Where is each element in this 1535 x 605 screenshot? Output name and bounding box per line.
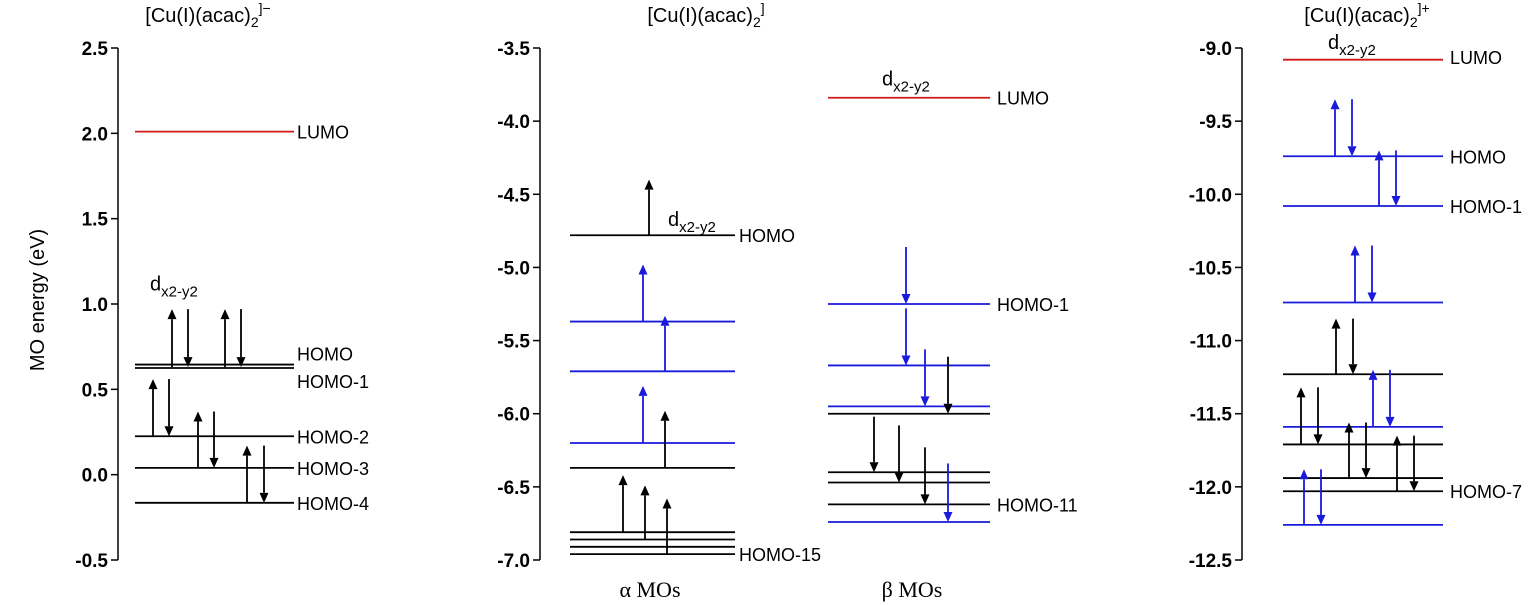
orbital-label: HOMO	[1450, 147, 1506, 167]
spin-down-arrow	[1367, 245, 1377, 303]
d-orbital-label: dx2-y2	[150, 274, 198, 301]
orbital-label: HOMO-1	[297, 372, 369, 392]
spin-down-arrow	[943, 356, 953, 414]
spin-down-arrow	[869, 416, 879, 473]
y-tick-label: -4.5	[497, 185, 530, 206]
orbital-label: HOMO	[297, 344, 353, 364]
spin-down-arrow	[1348, 318, 1358, 375]
spin-up-arrow	[167, 309, 177, 368]
spin-down-arrow	[894, 425, 904, 483]
spin-up-arrow	[640, 485, 650, 540]
orbital-label: LUMO	[297, 123, 349, 143]
orbital-label: LUMO	[997, 89, 1049, 109]
panel-title: [Cu(I)(acac)2]	[647, 0, 764, 30]
spin-down-arrow	[236, 309, 246, 368]
spin-down-arrow	[1409, 435, 1419, 492]
spin-up-arrow	[1331, 318, 1341, 375]
y-tick-label: 1.0	[82, 295, 108, 316]
y-tick-label: 1.5	[82, 210, 109, 231]
orbital-label: LUMO	[1450, 48, 1502, 68]
d-orbital-label: dx2-y2	[668, 209, 716, 236]
y-tick-label: 0.5	[82, 380, 109, 401]
spin-down-arrow	[920, 447, 930, 505]
spin-up-arrow	[618, 475, 628, 533]
spin-down-arrow	[209, 411, 219, 468]
spin-down-arrow	[164, 379, 174, 437]
orbital-label: HOMO-15	[739, 545, 821, 565]
y-tick-label: -4.0	[497, 112, 530, 133]
y-tick-label: -9.0	[1199, 39, 1232, 60]
y-tick-label: -6.5	[497, 478, 530, 499]
y-tick-label: -10.0	[1189, 185, 1232, 206]
orbital-label: HOMO-11	[997, 495, 1078, 515]
y-tick-label: -5.0	[497, 258, 530, 279]
y-axis-label: MO energy (eV)	[27, 229, 49, 371]
spin-up-arrow	[1392, 435, 1402, 492]
d-orbital-label: dx2-y2	[882, 69, 930, 96]
panel-title: [Cu(I)(acac)2]+	[1304, 0, 1429, 30]
spin-up-arrow	[1296, 387, 1306, 445]
y-tick-label: -11.5	[1190, 405, 1233, 426]
spin-down-arrow	[943, 463, 953, 522]
y-tick-label: -3.5	[497, 39, 530, 60]
spin-down-arrow	[1385, 369, 1395, 427]
orbital-label: HOMO	[739, 226, 795, 246]
alpha-column-heading: α MOs	[619, 577, 680, 602]
orbital-label: HOMO-3	[297, 459, 369, 479]
orbital-label: HOMO-1	[997, 295, 1069, 315]
y-tick-label: 2.0	[82, 124, 108, 145]
spin-up-arrow	[660, 315, 670, 372]
y-tick-label: -0.5	[75, 551, 108, 572]
y-tick-label: -5.5	[497, 332, 530, 353]
spin-down-arrow	[183, 309, 193, 368]
y-tick-label: -10.5	[1189, 258, 1233, 279]
panel-1: [Cu(I)(acac)2]− 2.5 2.0 1.5 1.0 0.5 0.0 -0.5 LUM…	[75, 0, 369, 572]
spin-up-arrow	[638, 264, 648, 322]
panels: [Cu(I)(acac)2]− 2.5 2.0 1.5 1.0 0.5 0.0 -0.5 LUM…	[75, 0, 1522, 602]
beta-column-heading: β MOs	[882, 577, 943, 602]
spin-down-arrow	[901, 308, 911, 366]
y-tick-label: -12.0	[1189, 478, 1232, 499]
y-tick-label: -7.0	[497, 551, 530, 572]
spin-up-arrow	[1344, 422, 1354, 479]
y-tick-label: 0.0	[82, 466, 108, 487]
orbital-label: HOMO-1	[1450, 197, 1522, 217]
orbital-label: HOMO-4	[297, 494, 369, 514]
panel-3: [Cu(I)(acac)2]+ -9.0 -9.5 -10.0 -10.5 -11.0 -1…	[1189, 0, 1522, 572]
spin-up-arrow	[242, 445, 252, 503]
spin-up-arrow	[193, 411, 203, 468]
spin-up-arrow	[644, 179, 654, 236]
spin-down-arrow	[901, 246, 911, 304]
d-orbital-label: dx2-y2	[1328, 32, 1376, 59]
spin-up-arrow	[662, 498, 672, 555]
orbital-label: HOMO-2	[297, 427, 369, 447]
spin-down-arrow	[1316, 469, 1326, 525]
spin-down-arrow	[1361, 422, 1371, 479]
spin-down-arrow	[1391, 150, 1401, 206]
spin-up-arrow	[1330, 99, 1340, 157]
spin-down-arrow	[920, 349, 930, 407]
spin-up-arrow	[1299, 469, 1309, 525]
panel-title: [Cu(I)(acac)2]−	[145, 0, 270, 30]
spin-up-arrow	[1374, 150, 1384, 206]
y-tick-label: -6.0	[497, 405, 530, 426]
spin-up-arrow	[638, 385, 648, 443]
y-tick-label: -11.0	[1190, 332, 1232, 353]
spin-down-arrow	[259, 445, 269, 503]
spin-up-arrow	[220, 309, 230, 368]
spin-up-arrow	[1350, 245, 1360, 303]
panel-2: [Cu(I)(acac)2] -3.5 -4.0 -4.5 -5.0 -5.5 -6.0 -6…	[497, 0, 1077, 602]
spin-up-arrow	[1368, 369, 1378, 427]
y-tick-label: -12.5	[1189, 551, 1233, 572]
spin-up-arrow	[148, 379, 158, 437]
y-tick-label: 2.5	[82, 39, 109, 60]
spin-down-arrow	[1313, 387, 1323, 445]
y-tick-label: -9.5	[1199, 112, 1232, 133]
spin-down-arrow	[1347, 99, 1357, 157]
orbital-label: HOMO-7	[1450, 482, 1522, 502]
spin-up-arrow	[660, 410, 670, 468]
